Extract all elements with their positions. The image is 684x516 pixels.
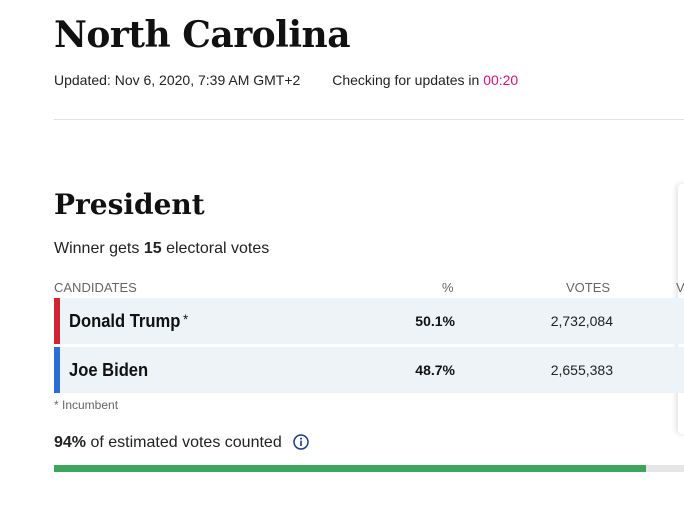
- header-candidates: CANDIDATES: [54, 280, 137, 295]
- counted-percent: 94%: [54, 434, 87, 451]
- votes-counted-progress-bar: [54, 465, 684, 472]
- results-table-header: CANDIDATES % VOTES V: [54, 280, 684, 296]
- party-color-bar: [54, 298, 60, 344]
- candidate-name: Donald Trump *: [69, 311, 188, 332]
- candidate-row-trump: Donald Trump * 50.1% 2,732,084: [54, 298, 684, 344]
- header-extra-column: V: [676, 280, 684, 295]
- checking-updates-text: Checking for updates in 00:20: [332, 72, 518, 88]
- candidate-percent: 48.7%: [415, 362, 455, 378]
- winner-prefix: Winner gets: [54, 240, 140, 257]
- candidate-name-text: Donald Trump: [69, 311, 181, 331]
- update-status: Updated: Nov 6, 2020, 7:39 AM GMT+2 Chec…: [54, 72, 518, 88]
- candidate-row-biden: Joe Biden 48.7% 2,655,383: [54, 347, 684, 393]
- counted-text: of estimated votes counted: [90, 434, 282, 451]
- header-divider: [54, 119, 684, 120]
- candidate-votes: 2,732,084: [550, 313, 613, 329]
- party-color-bar: [54, 347, 60, 393]
- electoral-votes-count: 15: [143, 240, 162, 257]
- updated-timestamp: Updated: Nov 6, 2020, 7:39 AM GMT+2: [54, 72, 301, 88]
- checking-label: Checking for updates in: [332, 72, 480, 88]
- info-icon[interactable]: [293, 434, 309, 455]
- candidate-votes: 2,655,383: [550, 362, 613, 378]
- winner-electoral-votes: Winner gets 15 electoral votes: [54, 240, 269, 258]
- race-title: President: [54, 188, 205, 221]
- update-countdown: 00:20: [483, 72, 519, 88]
- page-title: North Carolina: [54, 14, 351, 56]
- candidate-percent: 50.1%: [415, 313, 455, 329]
- candidate-name-text: Joe Biden: [69, 360, 149, 380]
- header-votes: VOTES: [566, 280, 611, 295]
- votes-counted-status: 94% of estimated votes counted: [54, 434, 309, 455]
- header-percent: %: [442, 280, 454, 295]
- candidate-name: Joe Biden: [69, 360, 148, 381]
- progress-fill: [54, 465, 647, 472]
- winner-suffix: electoral votes: [166, 240, 270, 257]
- incumbent-footnote: * Incumbent: [54, 398, 119, 412]
- incumbent-marker: *: [183, 311, 189, 327]
